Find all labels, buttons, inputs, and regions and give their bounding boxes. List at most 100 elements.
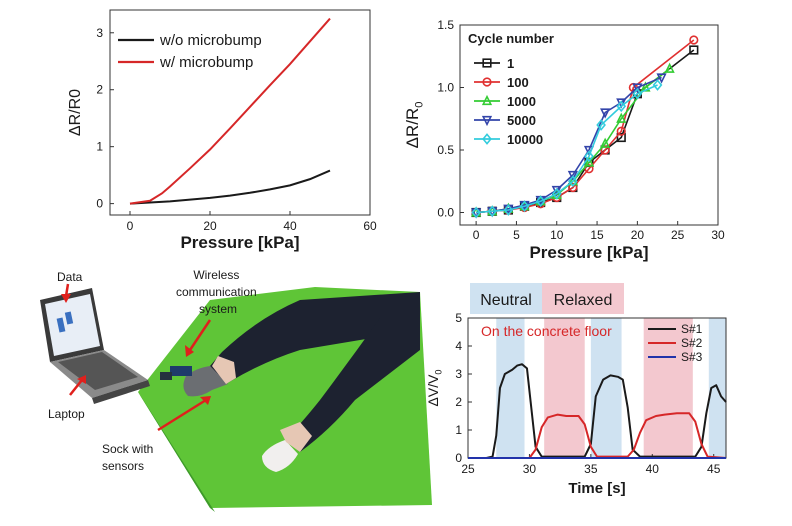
data-point (616, 112, 627, 123)
data-point (481, 94, 493, 106)
data-point (519, 200, 530, 213)
data-point (583, 156, 595, 167)
state-band (643, 318, 693, 458)
person-legs-illustration (160, 292, 420, 472)
data-point (584, 150, 594, 163)
x-tick-label: 0 (473, 228, 480, 242)
data-point (596, 119, 606, 131)
y-tick-label: 0.5 (437, 143, 454, 157)
series-line (476, 84, 658, 214)
legend-label: w/ microbump (159, 54, 253, 71)
data-point (471, 206, 481, 219)
annotation-text: On the concrete floor (481, 323, 612, 339)
series-line (468, 363, 727, 459)
state-box-neutral (470, 283, 542, 314)
data-point (551, 187, 562, 200)
series-line (468, 412, 727, 459)
x-tick-label: 30 (711, 228, 725, 242)
plot-frame (109, 9, 371, 216)
y-axis-label: ΔR/R0 (67, 89, 84, 136)
y-tick-label: 4 (455, 339, 462, 353)
chart-cycle-number: 0 5 10 15 20 25 30 0.0 0.5 1.0 1.5 Pressure [kPa] ΔR… (403, 18, 725, 262)
x-tick-label: 25 (671, 228, 685, 242)
x-tick-label: 5 (513, 228, 520, 242)
x-tick-label: 40 (646, 462, 660, 476)
x-tick-label: 35 (584, 462, 598, 476)
legend-label: 100 (507, 75, 529, 90)
data-point (481, 115, 493, 127)
series-line (129, 169, 331, 205)
data-point (567, 175, 578, 186)
data-point (616, 132, 626, 143)
y-tick-label: 2 (96, 83, 103, 97)
y-tick-label: 1 (96, 140, 103, 154)
state-label-neutral: Neutral (480, 292, 532, 309)
legend-label: 5000 (507, 113, 536, 128)
chart-microbump-comparison: 0 20 40 60 0 1 2 3 Pressure [kPa] ΔR/R0 w/o microb… (67, 9, 377, 252)
photo-setup-illustration: Data Laptop Wireless communication syste… (40, 268, 432, 512)
y-tick-label: 0 (455, 451, 462, 465)
legend-label: w/o microbump (159, 32, 262, 49)
data-point (568, 182, 578, 193)
data-point (584, 164, 594, 174)
x-tick-label: 20 (203, 219, 217, 233)
legend-label: S#3 (681, 350, 703, 364)
y-tick-label: 1.0 (437, 81, 454, 95)
legend-label: 1000 (507, 94, 536, 109)
data-point (600, 108, 611, 119)
data-point (568, 175, 578, 188)
data-point (616, 100, 627, 113)
state-label-relaxed: Relaxed (554, 292, 613, 309)
x-tick-label: 40 (283, 219, 297, 233)
label-sock-with-sensors: Sock with sensors (102, 442, 157, 473)
x-tick-label: 60 (363, 219, 377, 233)
data-point (689, 45, 699, 55)
y-tick-label: 3 (96, 26, 103, 40)
data-point (689, 35, 699, 45)
y-tick-label: 1.5 (437, 18, 454, 32)
label-wireless-system: Wireless communication system (176, 268, 260, 316)
legend-label: S#1 (681, 322, 703, 336)
y-tick-label: 0.0 (437, 206, 454, 220)
data-point (535, 195, 546, 208)
data-point (482, 58, 492, 68)
series-line (129, 17, 331, 205)
data-point (482, 77, 492, 87)
data-point (616, 126, 626, 136)
x-tick-label: 20 (631, 228, 645, 242)
data-point (503, 204, 514, 216)
data-point (487, 205, 498, 218)
data-point (600, 145, 610, 155)
x-axis-label: Time [s] (568, 480, 625, 497)
y-tick-label: 1 (455, 423, 462, 437)
y-tick-label: 3 (455, 367, 462, 381)
x-axis-label: Pressure [kPa] (180, 233, 299, 252)
data-point (600, 137, 611, 148)
data-point (567, 170, 578, 182)
x-tick-label: 30 (523, 462, 537, 476)
green-mat-shade (138, 392, 215, 512)
data-point (664, 62, 675, 73)
y-axis-label: ΔR/R0 (403, 102, 425, 149)
y-tick-label: 5 (455, 311, 462, 325)
data-point (632, 87, 643, 100)
x-tick-label: 0 (127, 219, 134, 233)
legend-title: Cycle number (468, 31, 554, 46)
data-point (482, 133, 492, 145)
x-tick-label: 10 (550, 228, 564, 242)
x-tick-label: 25 (461, 462, 475, 476)
state-band (544, 318, 585, 458)
y-tick-label: 2 (455, 395, 462, 409)
data-point (656, 73, 667, 84)
label-data: Data (57, 270, 83, 284)
annotation-arrows (61, 283, 212, 432)
data-point (652, 79, 663, 91)
laptop-illustration (40, 288, 150, 404)
x-axis-label: Pressure [kPa] (529, 243, 648, 262)
label-laptop: Laptop (48, 407, 85, 421)
legend-label: S#2 (681, 336, 703, 350)
green-mat (138, 287, 432, 508)
legend-label: 1 (507, 56, 514, 71)
